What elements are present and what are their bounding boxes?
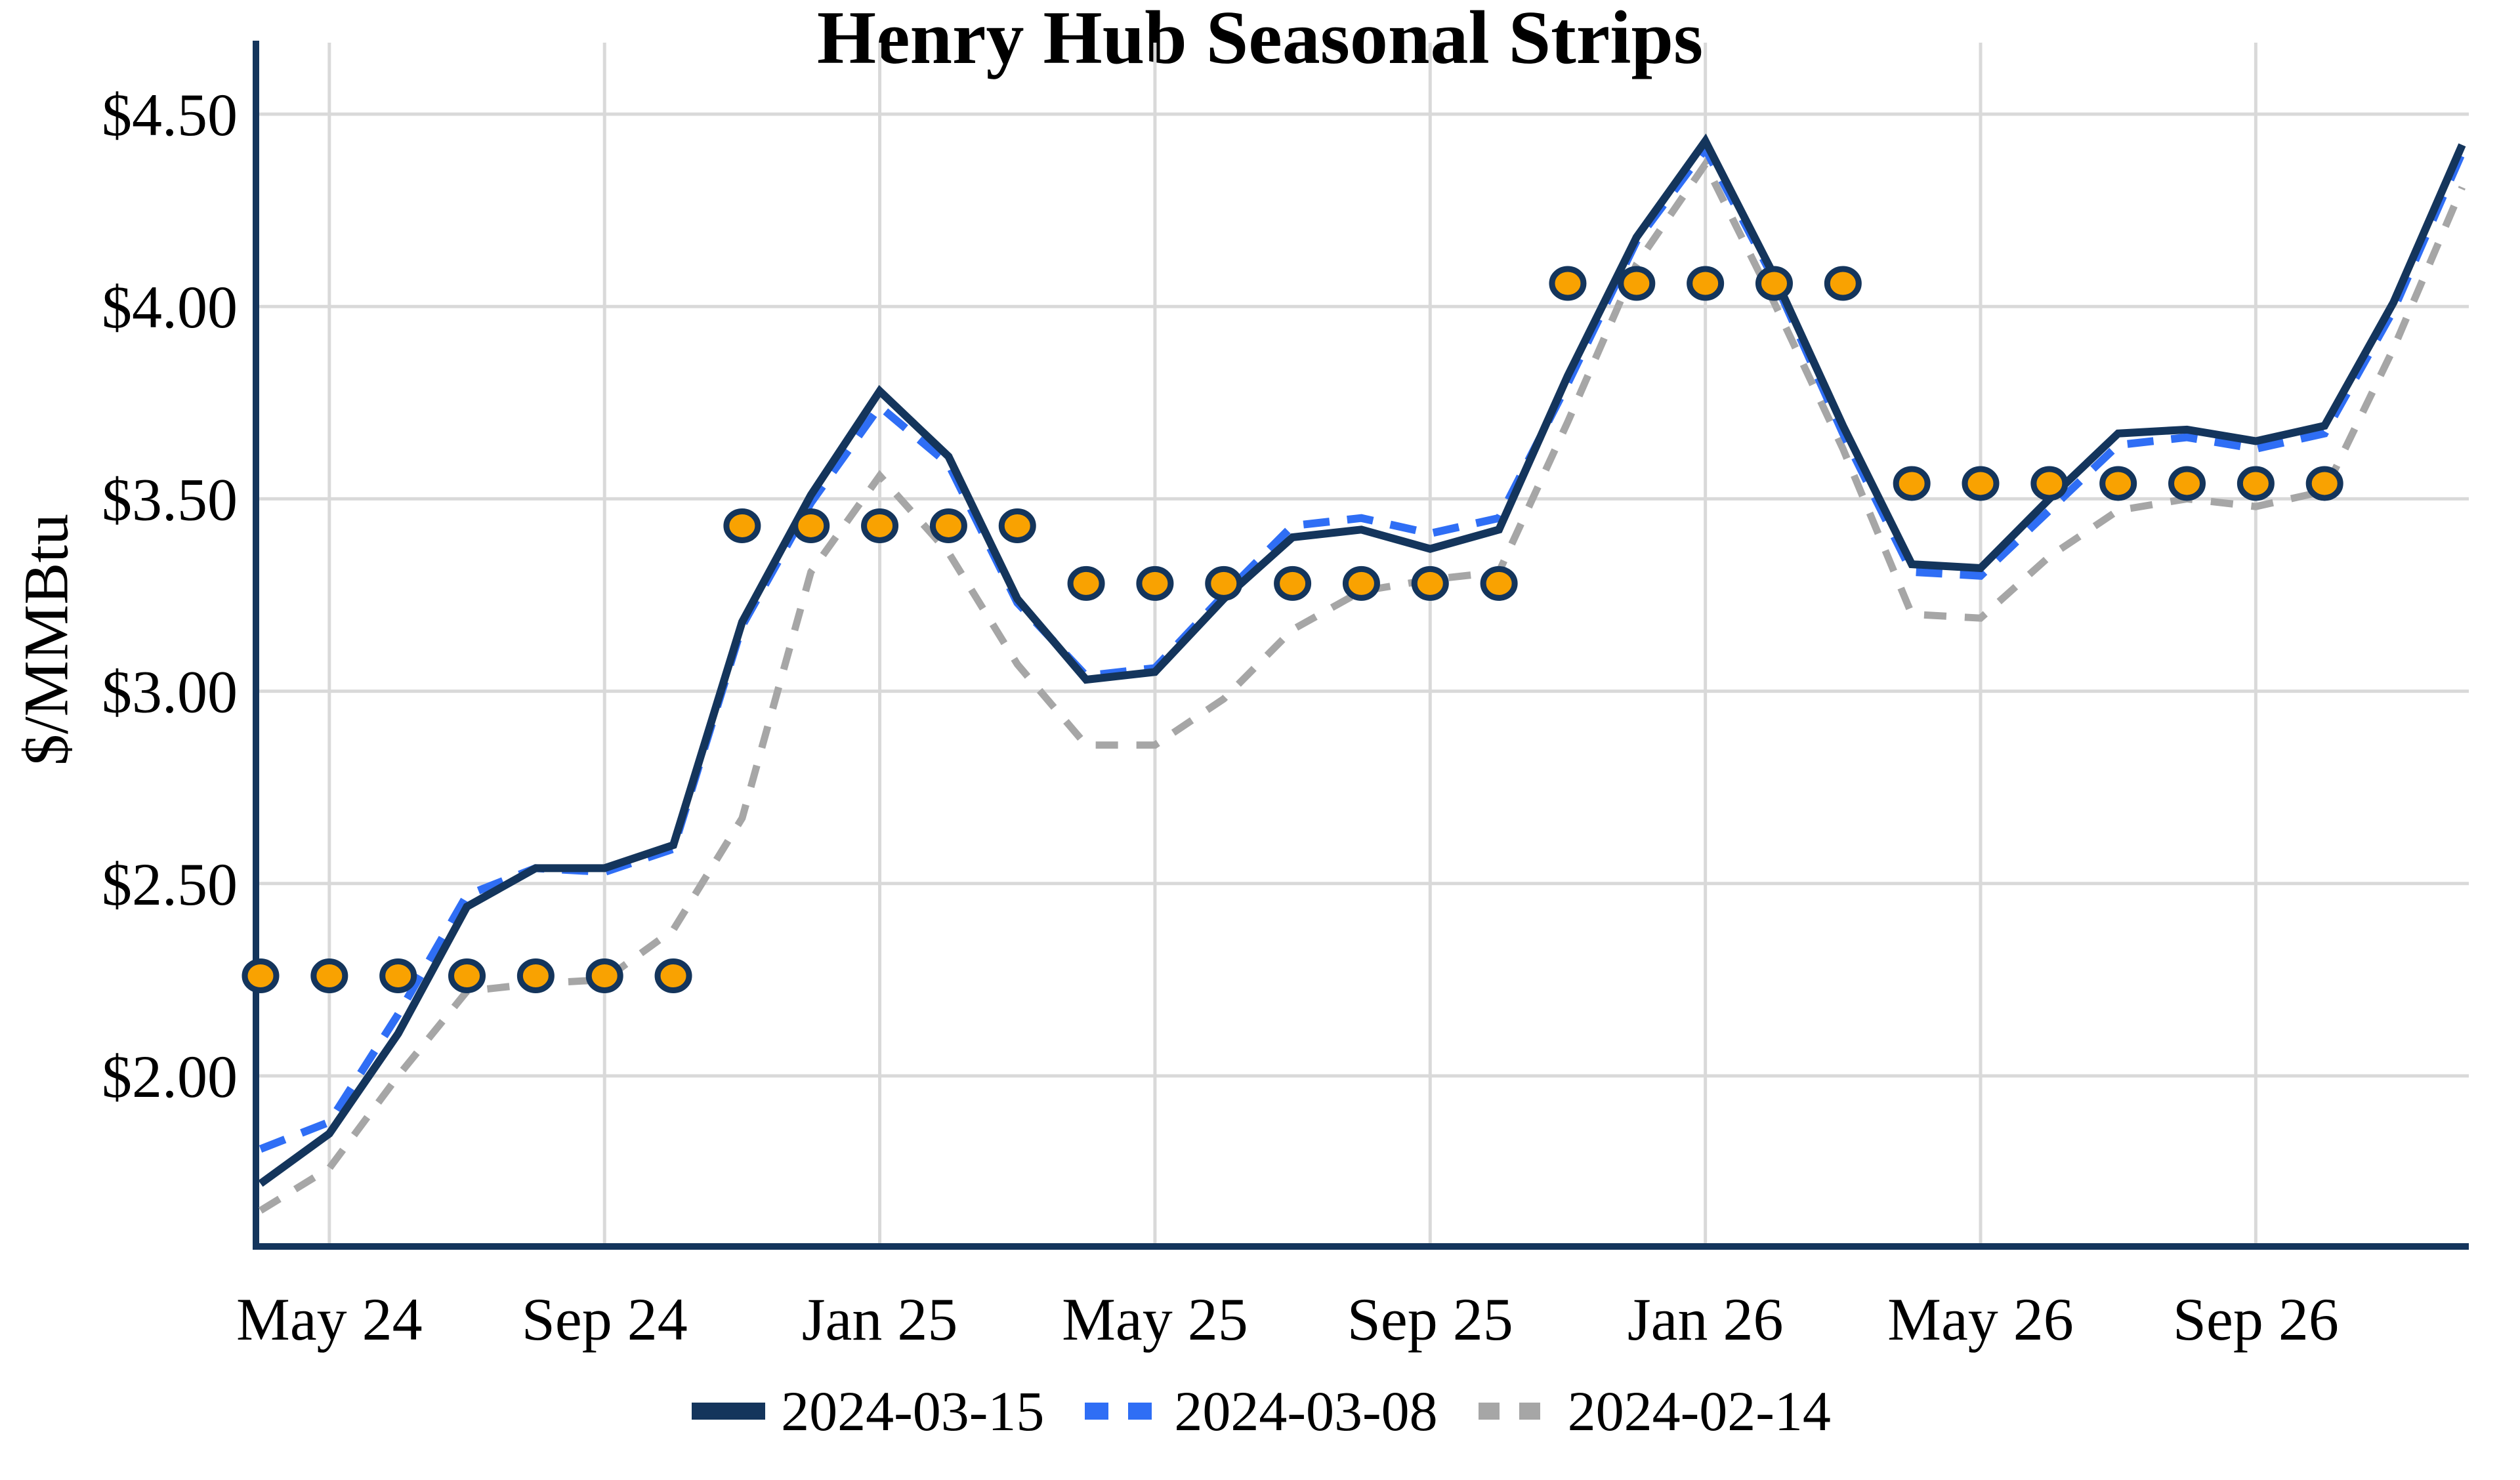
y-axis-spine: [253, 41, 259, 1250]
summer-2025-strip-marker: [1342, 565, 1380, 601]
x-tick-label: May 24: [236, 1286, 423, 1353]
summer-2025-strip-marker: [1136, 565, 1174, 601]
summer-2025-strip-marker: [1480, 565, 1518, 601]
summer-2026-strip-marker: [2099, 466, 2137, 501]
y-tick-label: $3.00: [102, 659, 238, 726]
winter-2024-25-strip-marker: [792, 508, 830, 543]
winter-2024-25-strip-marker: [929, 508, 967, 543]
series-line-2024-02-14: [259, 157, 2466, 1214]
legend-label: 2024-03-15: [781, 1380, 1045, 1443]
winter-2025-26-strip-marker: [1687, 266, 1725, 301]
x-tick-label: Sep 25: [1347, 1286, 1513, 1353]
x-tick-label: Sep 26: [2173, 1286, 2339, 1353]
series-line-2024-03-08: [259, 141, 2466, 1153]
winter-2025-26-strip-marker: [1618, 266, 1656, 301]
summer-2024-strip-marker: [242, 958, 280, 994]
summer-2024-strip-marker: [585, 958, 623, 994]
summer-2024-strip-marker: [448, 958, 486, 994]
winter-2025-26-strip-marker: [1549, 266, 1587, 301]
y-tick-label: $4.00: [102, 274, 238, 340]
summer-2025-strip-marker: [1205, 565, 1243, 601]
x-tick-label: Sep 24: [522, 1286, 688, 1353]
chart-title: Henry Hub Seasonal Strips: [816, 0, 1704, 80]
winter-2025-26-strip-marker: [1824, 266, 1862, 301]
x-tick-label: Jan 26: [1628, 1286, 1784, 1353]
winter-2025-26-strip-marker: [1755, 266, 1793, 301]
x-tick-label: May 26: [1887, 1286, 2074, 1353]
winter-2024-25-strip-marker: [861, 508, 899, 543]
summer-2024-strip-marker: [516, 958, 555, 994]
summer-2025-strip-marker: [1067, 565, 1105, 601]
x-tick-label: May 25: [1062, 1286, 1248, 1353]
summer-2026-strip-marker: [2030, 466, 2068, 501]
winter-2024-25-strip-marker: [723, 508, 761, 543]
legend: 2024-03-15 2024-03-08 2024-02-14: [0, 1383, 2520, 1439]
legend-item-2024-03-15: 2024-03-15: [689, 1383, 1044, 1439]
summer-2026-strip-marker: [2168, 466, 2206, 501]
legend-swatch-solid: [692, 1403, 766, 1420]
legend-label: 2024-03-08: [1174, 1380, 1438, 1443]
legend-label: 2024-02-14: [1567, 1380, 1831, 1443]
summer-2026-strip-marker: [1962, 466, 2000, 501]
summer-2024-strip-marker: [379, 958, 417, 994]
summer-2026-strip-marker: [2305, 466, 2343, 501]
y-tick-label: $4.50: [102, 81, 238, 148]
summer-2024-strip-marker: [310, 958, 348, 994]
legend-swatch-dashed: [1085, 1403, 1159, 1420]
summer-2026-strip-marker: [1893, 466, 1931, 501]
legend-item-2024-02-14: 2024-02-14: [1476, 1383, 1831, 1439]
series-line-2024-03-15: [258, 133, 2466, 1187]
summer-2024-strip-marker: [654, 958, 692, 994]
y-tick-label: $2.00: [102, 1043, 238, 1110]
summer-2025-strip-marker: [1411, 565, 1449, 601]
x-axis-spine: [253, 1243, 2469, 1250]
winter-2024-25-strip-marker: [998, 508, 1036, 543]
summer-2025-strip-marker: [1274, 565, 1312, 601]
legend-swatch-dashed: [1478, 1403, 1552, 1420]
x-tick-label: Jan 25: [802, 1286, 958, 1353]
y-tick-label: $3.50: [102, 466, 238, 533]
legend-item-2024-03-08: 2024-03-08: [1082, 1380, 1438, 1443]
y-tick-label: $2.50: [102, 851, 238, 918]
summer-2026-strip-marker: [2236, 466, 2275, 501]
